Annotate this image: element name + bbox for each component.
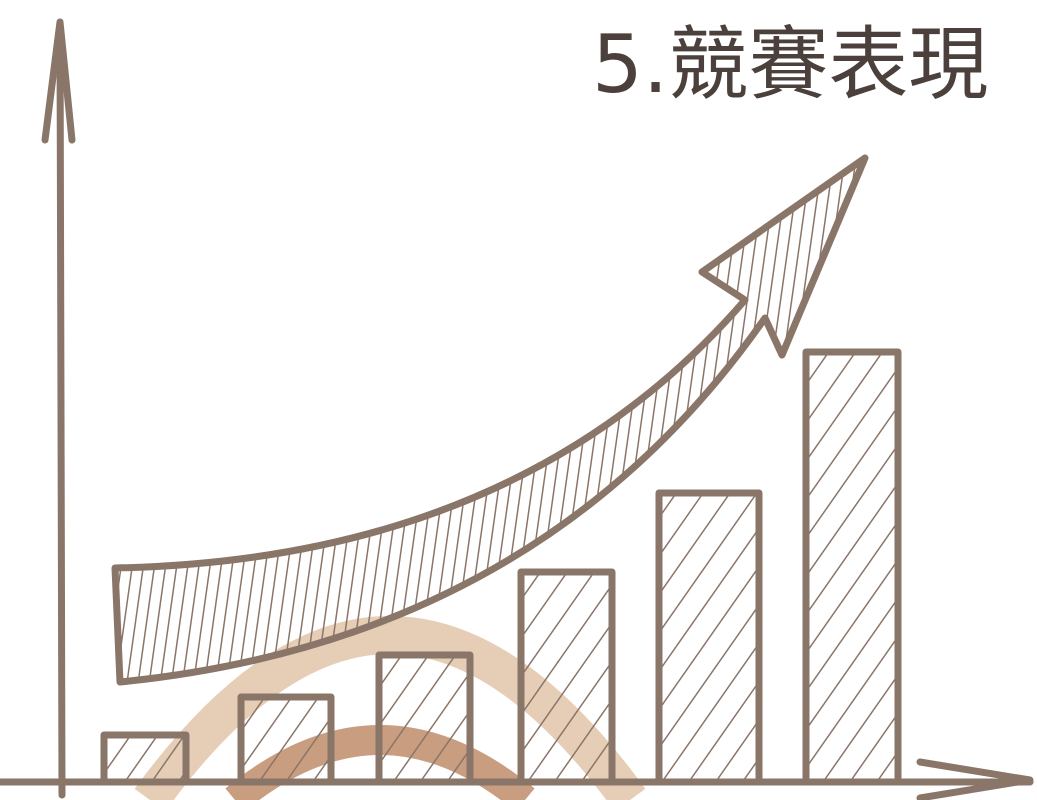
y-axis: [56, 26, 66, 799]
bar: [802, 348, 902, 786]
bar: [100, 731, 190, 786]
title: 5.競賽表現: [592, 18, 988, 111]
bar: [375, 651, 474, 786]
bar: [655, 489, 763, 786]
x-axis-arrow: [916, 758, 1034, 800]
bar: [237, 693, 335, 786]
y-axis-arrow: [41, 18, 76, 144]
rising-arrow: [111, 154, 869, 686]
bars: [100, 348, 902, 786]
bar: [517, 568, 616, 786]
